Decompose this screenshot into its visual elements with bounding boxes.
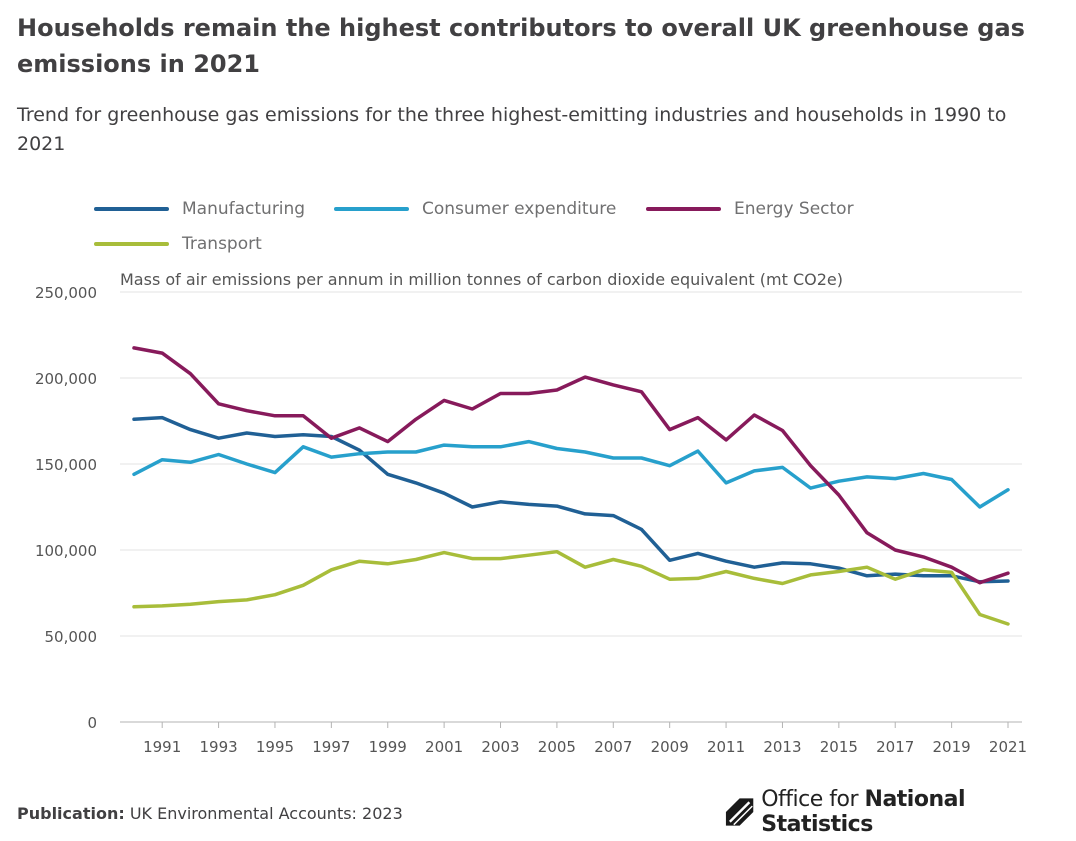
series-line-consumer-expenditure[interactable] (132, 439, 1010, 509)
legend-item-energy-sector[interactable]: Energy Sector (646, 197, 854, 221)
y-tick-label: 250,000 (35, 284, 97, 302)
y-tick-label: 200,000 (35, 370, 97, 388)
legend-item-consumer-expenditure[interactable]: Consumer expenditure (334, 197, 616, 221)
legend-swatch-manufacturing (94, 207, 169, 211)
x-tick-label: 2009 (651, 738, 689, 756)
legend-label-energy-sector: Energy Sector (734, 199, 854, 219)
legend-label-transport: Transport (182, 234, 262, 254)
publication-value: UK Environmental Accounts: 2023 (129, 804, 403, 823)
x-tick-label: 2005 (538, 738, 576, 756)
y-tick-label: 150,000 (35, 456, 97, 474)
series-line-transport[interactable] (132, 549, 1010, 626)
y-tick-label: 0 (87, 714, 97, 732)
x-tick-label: 2021 (989, 738, 1027, 756)
legend-swatch-transport (94, 242, 169, 246)
publication-label: Publication: (17, 804, 125, 823)
series-line-manufacturing[interactable] (132, 415, 1010, 584)
legend-swatch-energy-sector (646, 207, 721, 211)
x-tick-label: 1993 (199, 738, 237, 756)
x-tick-label: 2013 (763, 738, 801, 756)
legend-label-manufacturing: Manufacturing (182, 199, 306, 219)
legend-swatch-consumer-expenditure (334, 207, 409, 211)
chart-subtitle: Trend for greenhouse gas emissions for t… (17, 104, 1007, 155)
y-axis-label: Mass of air emissions per annum in milli… (120, 270, 843, 289)
x-tick-label: 1997 (312, 738, 350, 756)
x-tick-label: 2015 (820, 738, 858, 756)
y-tick-label: 50,000 (45, 628, 98, 646)
line-chart: Mass of air emissions per annum in milli… (35, 270, 1027, 756)
x-tick-label: 2003 (481, 738, 519, 756)
legend-label-consumer-expenditure: Consumer expenditure (422, 199, 617, 219)
x-tick-label: 2001 (425, 738, 463, 756)
x-tick-label: 2019 (933, 738, 971, 756)
x-tick-label: 1991 (143, 738, 181, 756)
x-tick-label: 1995 (256, 738, 294, 756)
x-tick-label: 1999 (369, 738, 407, 756)
chart-title: Households remain the highest contributo… (17, 14, 1025, 78)
legend-item-manufacturing[interactable]: Manufacturing (94, 197, 305, 221)
x-tick-label: 2011 (707, 738, 745, 756)
series-line-energy-sector[interactable] (132, 346, 1010, 585)
ons-wordmark-light: Office for (761, 787, 859, 812)
ons-emblem-icon (725, 798, 754, 826)
ons-logo[interactable]: Office for National Statistics (724, 787, 1076, 837)
y-tick-label: 100,000 (35, 542, 97, 560)
legend-item-transport[interactable]: Transport (94, 232, 262, 256)
publication-info: Publication: UK Environmental Accounts: … (17, 804, 403, 823)
ons-wordmark-bold: National Statistics (761, 787, 966, 837)
ons-wordmark: Office for National Statistics (761, 787, 1076, 837)
x-tick-label: 2017 (876, 738, 914, 756)
x-tick-label: 2007 (594, 738, 632, 756)
